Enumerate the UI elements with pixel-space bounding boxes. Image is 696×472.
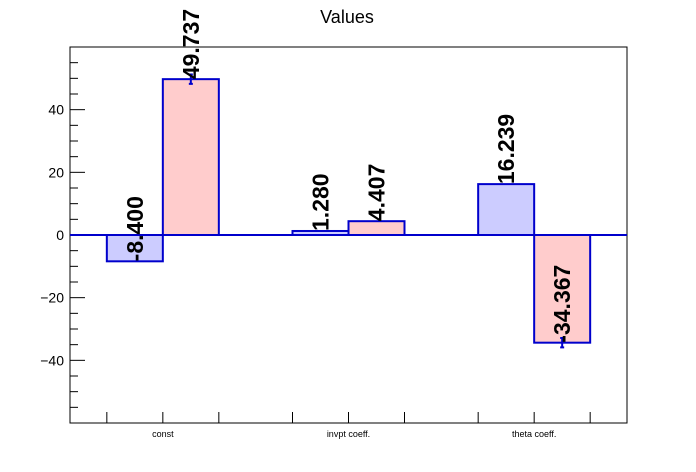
data-label: -8.400	[122, 196, 148, 261]
y-tick-label: −20	[40, 290, 64, 306]
y-tick-label: 20	[48, 164, 64, 180]
chart-title: Values	[320, 7, 374, 27]
x-category-label: invpt coeff.	[327, 429, 370, 439]
x-category-label: theta coeff.	[512, 429, 556, 439]
data-label: 16.239	[493, 114, 519, 184]
x-category-label: const	[152, 429, 174, 439]
data-label: 49.737	[178, 9, 204, 79]
y-tick-label: 40	[48, 102, 64, 118]
bar	[105, 234, 164, 263]
data-label: -34.367	[549, 265, 575, 343]
data-label: 4.407	[364, 164, 390, 222]
y-tick-label: 0	[56, 227, 64, 243]
data-labels: -8.400 49.737 1.280 4.407 16.239 -34.367	[122, 9, 575, 343]
bar	[347, 220, 406, 237]
y-tick-label: −40	[40, 352, 64, 368]
bar	[477, 183, 536, 236]
bars	[105, 73, 592, 349]
x-axis-labels: const invpt coeff. theta coeff.	[152, 429, 556, 439]
data-label: 1.280	[308, 173, 334, 231]
bar	[161, 78, 220, 237]
